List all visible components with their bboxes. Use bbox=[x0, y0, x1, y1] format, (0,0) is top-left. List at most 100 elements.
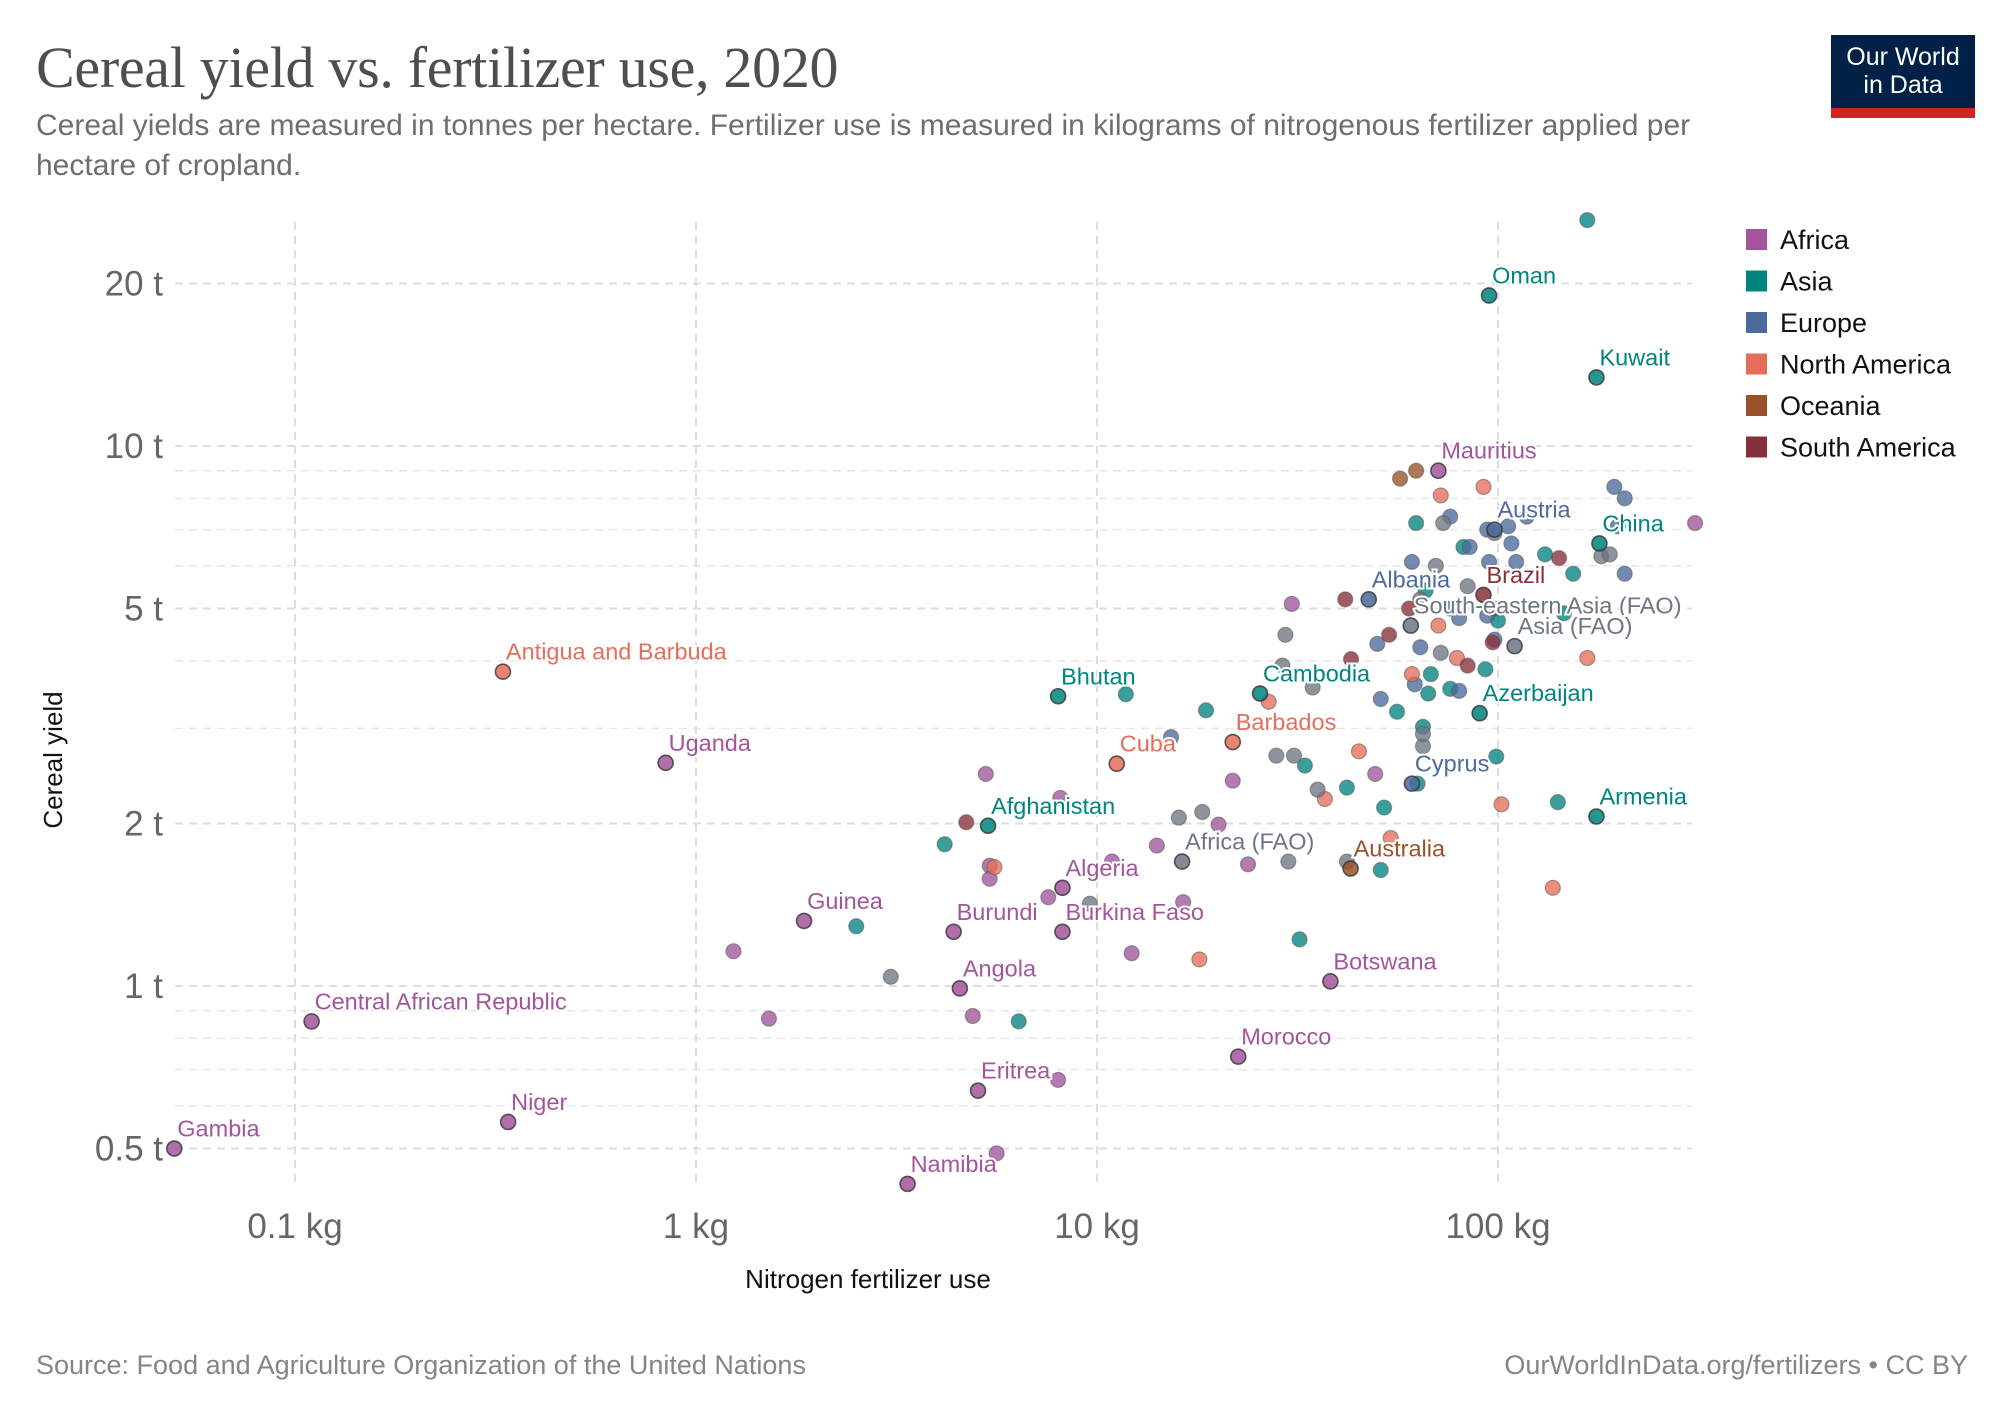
legend: Africa Asia Europe North America Oceania Sout… bbox=[1746, 225, 1957, 463]
point-label: Angola bbox=[963, 955, 1037, 981]
data-point bbox=[1459, 657, 1476, 674]
x-axis-title: Nitrogen fertilizer use bbox=[745, 1264, 991, 1294]
y-tick-label: 0.5 t bbox=[95, 1130, 163, 1169]
data-point bbox=[1191, 951, 1208, 968]
data-point bbox=[1493, 796, 1510, 813]
data-point bbox=[1194, 803, 1211, 821]
data-point bbox=[1477, 661, 1494, 678]
point-label: Kuwait bbox=[1599, 344, 1670, 370]
x-tick-label: 100 kg bbox=[1445, 1207, 1550, 1246]
data-point bbox=[1392, 470, 1409, 487]
legend-swatch-south-america[interactable] bbox=[1746, 436, 1767, 458]
legend-label[interactable]: North America bbox=[1780, 350, 1952, 380]
point-label: Algeria bbox=[1065, 855, 1139, 881]
logo-line-2: in Data bbox=[1863, 71, 1943, 99]
point-label: Central African Republic bbox=[315, 988, 567, 1014]
data-point bbox=[1081, 895, 1098, 912]
x-tick-label: 10 kg bbox=[1054, 1207, 1140, 1246]
legend-swatch-europe[interactable] bbox=[1746, 312, 1767, 333]
data-point bbox=[1372, 690, 1389, 708]
data-point bbox=[1484, 634, 1501, 651]
y-axis-title: Cereal yield bbox=[38, 691, 68, 828]
point-label: Albania bbox=[1372, 566, 1451, 592]
point-label: Bhutan bbox=[1061, 663, 1135, 689]
data-point-azerbaijan bbox=[1471, 704, 1488, 722]
data-point bbox=[1579, 212, 1596, 229]
data-point bbox=[1010, 1013, 1027, 1030]
legend-swatch-asia[interactable] bbox=[1746, 270, 1767, 292]
data-point bbox=[1210, 816, 1227, 833]
y-tick-label: 5 t bbox=[124, 590, 163, 629]
data-point bbox=[1420, 685, 1437, 702]
legend-label[interactable]: South America bbox=[1780, 433, 1957, 463]
legend-label[interactable]: Asia bbox=[1780, 267, 1834, 297]
data-point bbox=[1480, 553, 1498, 571]
point-label: Asia (FAO) bbox=[1518, 613, 1633, 639]
point-label: Botswana bbox=[1333, 948, 1437, 974]
data-point bbox=[1427, 557, 1444, 574]
data-point bbox=[1609, 518, 1626, 535]
data-point bbox=[1606, 478, 1623, 495]
data-point bbox=[1412, 591, 1429, 608]
data-point bbox=[1342, 651, 1360, 668]
data-point-antigua-and-barbuda bbox=[494, 663, 512, 680]
legend-label[interactable]: Oceania bbox=[1780, 391, 1882, 421]
data-point bbox=[1403, 553, 1421, 571]
data-point-armenia bbox=[1588, 808, 1605, 825]
data-point bbox=[1338, 779, 1356, 796]
data-point-mauritius bbox=[1430, 462, 1447, 480]
data-point bbox=[1376, 799, 1393, 816]
data-point bbox=[1488, 748, 1505, 765]
tick-labels: 0.5 t 1 t 2 t 5 t 10 t 20 t 0.1 kg 1 kg 10 kg 100… bbox=[95, 264, 1551, 1246]
data-point bbox=[1350, 743, 1368, 760]
point-label: Mauritius bbox=[1441, 438, 1536, 464]
point-labels-layer: Oman Kuwait Mauritius Austria China Brazil Alb… bbox=[175, 260, 1690, 1178]
data-point-bhutan bbox=[1049, 687, 1067, 705]
legend-swatch-oceania[interactable] bbox=[1746, 395, 1767, 416]
data-point-angola bbox=[951, 980, 969, 997]
data-point bbox=[1367, 765, 1384, 783]
data-point-asia-fao- bbox=[1506, 637, 1523, 655]
point-label: Armenia bbox=[1599, 784, 1687, 810]
data-point bbox=[1601, 546, 1618, 563]
data-point bbox=[1052, 789, 1069, 807]
point-label: Antigua and Barbuda bbox=[506, 639, 728, 665]
data-point bbox=[1285, 747, 1303, 764]
data-point bbox=[1304, 679, 1321, 696]
point-label: Burundi bbox=[957, 899, 1038, 925]
legend-label[interactable]: Africa bbox=[1780, 225, 1850, 255]
owid-logo[interactable]: Our World in Data bbox=[1831, 35, 1975, 118]
data-point-algeria bbox=[1054, 879, 1071, 897]
data-point bbox=[1408, 514, 1425, 532]
data-point-australia bbox=[1342, 860, 1359, 877]
legend-swatch-north-america[interactable] bbox=[1746, 353, 1767, 375]
point-label: Niger bbox=[511, 1089, 567, 1115]
data-point bbox=[1435, 514, 1452, 532]
legend-label[interactable]: Europe bbox=[1780, 308, 1867, 338]
legend-swatch-africa[interactable] bbox=[1746, 229, 1767, 250]
point-label: Cyprus bbox=[1415, 751, 1489, 777]
chart-subtitle: Cereal yields are measured in tonnes per… bbox=[36, 109, 1691, 182]
data-point bbox=[1461, 538, 1478, 556]
point-label: Guinea bbox=[807, 888, 884, 914]
data-point-burundi bbox=[945, 923, 962, 941]
data-point-eritrea bbox=[969, 1082, 987, 1099]
source-note: Source: Food and Agriculture Organizatio… bbox=[36, 1350, 806, 1380]
logo-red-bar bbox=[1831, 108, 1975, 118]
data-point bbox=[1388, 703, 1406, 720]
data-point-namibia bbox=[899, 1175, 916, 1193]
data-point-central-african-republic bbox=[303, 1013, 320, 1030]
data-point bbox=[1224, 772, 1241, 789]
data-point-barbados bbox=[1224, 733, 1242, 751]
chart-title: Cereal yield vs. fertilizer use, 2020 bbox=[36, 35, 839, 100]
data-point bbox=[1337, 591, 1354, 608]
grid-layer bbox=[175, 222, 1692, 1185]
data-point bbox=[958, 814, 975, 831]
point-label: Azerbaijan bbox=[1483, 680, 1594, 706]
data-point bbox=[1175, 894, 1192, 911]
data-point bbox=[1430, 617, 1447, 634]
credit-link[interactable]: OurWorldInData.org/fertilizers • CC BY bbox=[1504, 1350, 1968, 1380]
data-point bbox=[1412, 639, 1429, 656]
data-point-afghanistan bbox=[979, 817, 997, 835]
